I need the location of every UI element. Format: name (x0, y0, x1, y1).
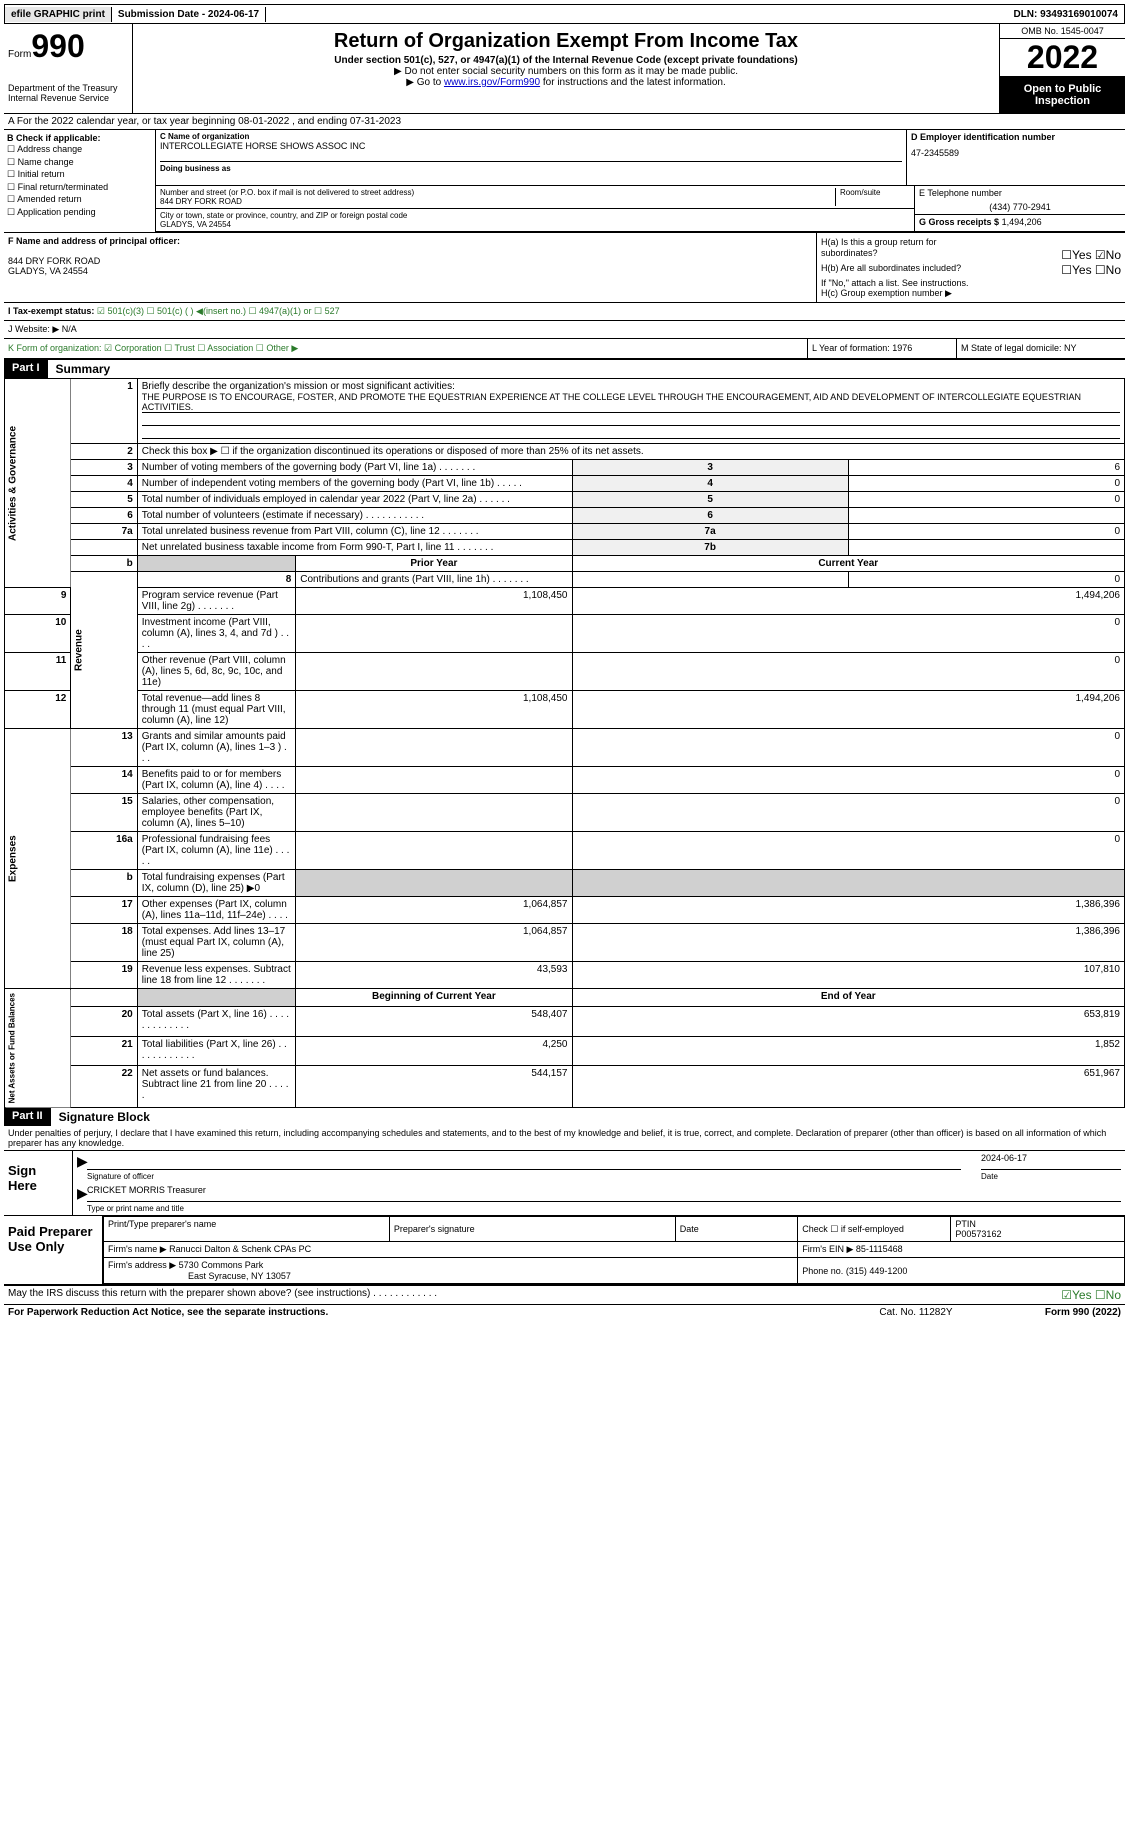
website-row: J Website: ▶ N/A (4, 321, 1125, 339)
subordinates-yn[interactable]: ☐Yes ☐No (1061, 263, 1121, 277)
org-name: INTERCOLLEGIATE HORSE SHOWS ASSOC INC (160, 141, 902, 151)
part-1-header: Part I Summary (4, 360, 1125, 378)
preparer-table: Print/Type preparer's name Preparer's si… (103, 1216, 1125, 1284)
form-subtitle-2: ▶ Do not enter social security numbers o… (137, 66, 995, 77)
officer-name-field: CRICKET MORRIS Treasurer (87, 1185, 1121, 1202)
form-number: 990 (31, 28, 84, 64)
form-of-org: K Form of organization: ☑ Corporation ☐ … (4, 339, 807, 358)
gross-receipts-label: G Gross receipts $ (919, 217, 999, 227)
group-return-yn[interactable]: ☐Yes ☑No (1061, 248, 1121, 262)
paid-preparer-label: Paid Preparer Use Only (4, 1216, 103, 1284)
checkbox-name-change[interactable]: ☐ Name change (7, 156, 152, 169)
part-2-header: Part II Signature Block (4, 1108, 1125, 1126)
state-domicile: M State of legal domicile: NY (956, 339, 1125, 358)
top-toolbar: efile GRAPHIC print Submission Date - 20… (4, 4, 1125, 24)
room-suite-label: Room/suite (835, 188, 910, 206)
open-to-public: Open to Public Inspection (1000, 77, 1125, 113)
column-b-checkboxes: B Check if applicable: ☐ Address change … (4, 130, 156, 232)
tax-exempt-status[interactable]: ☑ 501(c)(3) ☐ 501(c) ( ) ◀(insert no.) ☐… (97, 306, 340, 316)
checkbox-final-return[interactable]: ☐ Final return/terminated (7, 181, 152, 194)
side-net-assets: Net Assets or Fund Balances (5, 989, 71, 1108)
gross-receipts-value: 1,494,206 (1002, 217, 1042, 227)
city-label: City or town, state or province, country… (160, 211, 407, 220)
discuss-preparer: May the IRS discuss this return with the… (8, 1288, 1061, 1302)
dept-label: Department of the Treasury Internal Reve… (8, 83, 128, 103)
ein-label: D Employer identification number (911, 132, 1121, 142)
year-formation: L Year of formation: 1976 (807, 339, 956, 358)
form-title: Return of Organization Exempt From Incom… (137, 30, 995, 53)
irs-link[interactable]: www.irs.gov/Form990 (444, 77, 540, 88)
signature-declaration: Under penalties of perjury, I declare th… (4, 1126, 1125, 1151)
side-governance: Activities & Governance (5, 379, 71, 588)
checkbox-initial-return[interactable]: ☐ Initial return (7, 168, 152, 181)
discuss-yn[interactable]: ☑Yes ☐No (1061, 1288, 1121, 1302)
group-exemption: H(c) Group exemption number ▶ (821, 288, 1121, 299)
checkbox-application-pending[interactable]: ☐ Application pending (7, 206, 152, 219)
submission-date: Submission Date - 2024-06-17 (112, 7, 266, 22)
ein-value: 47-2345589 (911, 148, 1121, 158)
paperwork-notice: For Paperwork Reduction Act Notice, see … (8, 1307, 841, 1318)
form-label: Form (8, 49, 31, 60)
checkbox-amended-return[interactable]: ☐ Amended return (7, 193, 152, 206)
dln-label: DLN: 93493169010074 (1007, 7, 1124, 22)
form-footer: Form 990 (2022) (991, 1307, 1121, 1318)
city-value: GLADYS, VA 24554 (160, 220, 231, 229)
addr-label: Number and street (or P.O. box if mail i… (160, 188, 414, 197)
form-subtitle-3: ▶ Go to www.irs.gov/Form990 for instruct… (137, 77, 995, 88)
addr-value: 844 DRY FORK ROAD (160, 197, 242, 206)
officer-label: F Name and address of principal officer: (8, 236, 180, 246)
signature-date: 2024-06-17 (981, 1153, 1121, 1170)
side-revenue: Revenue (71, 572, 137, 729)
omb-number: OMB No. 1545-0047 (1000, 24, 1125, 39)
signature-field[interactable] (87, 1153, 961, 1170)
summary-table: Activities & Governance 1 Briefly descri… (4, 378, 1125, 1108)
org-name-label: C Name of organization (160, 132, 902, 141)
mission-text: THE PURPOSE IS TO ENCOURAGE, FOSTER, AND… (142, 392, 1120, 413)
telephone-value: (434) 770-2941 (919, 202, 1121, 212)
row-a-tax-year: A For the 2022 calendar year, or tax yea… (4, 114, 1125, 130)
sign-here-label: Sign Here (4, 1151, 73, 1215)
officer-addr1: 844 DRY FORK ROAD (8, 256, 100, 266)
checkbox-address-change[interactable]: ☐ Address change (7, 143, 152, 156)
tax-year: 2022 (1000, 39, 1125, 77)
catalog-number: Cat. No. 11282Y (841, 1307, 991, 1318)
officer-addr2: GLADYS, VA 24554 (8, 266, 88, 276)
efile-print-button[interactable]: efile GRAPHIC print (5, 7, 112, 22)
form-header: Form990 Department of the Treasury Inter… (4, 24, 1125, 114)
dba-label: Doing business as (160, 161, 902, 173)
telephone-label: E Telephone number (919, 188, 1002, 198)
side-expenses: Expenses (5, 729, 71, 989)
form-subtitle-1: Under section 501(c), 527, or 4947(a)(1)… (137, 55, 995, 66)
